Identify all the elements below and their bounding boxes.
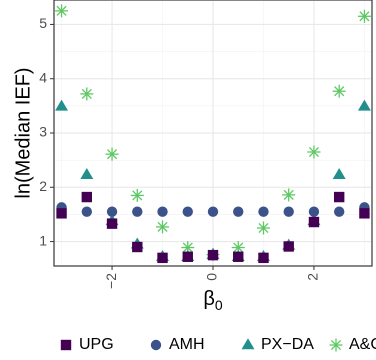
asterisk-stroke xyxy=(334,86,345,97)
point-amh xyxy=(81,206,93,217)
point-amh xyxy=(258,206,269,217)
point-a-c xyxy=(80,87,94,101)
y-tick-label: 1 xyxy=(39,232,47,248)
y-axis-title: ln(Median IEF) xyxy=(12,67,34,198)
point-amh xyxy=(283,206,294,217)
point-px-da xyxy=(55,99,69,111)
point-upg xyxy=(333,191,345,203)
legend-label-upg: UPG xyxy=(79,336,114,353)
point-upg xyxy=(106,218,118,229)
point-px-da xyxy=(332,168,346,180)
y-tick-label: 2 xyxy=(39,178,47,194)
point-a-c xyxy=(130,188,144,202)
point-a-c xyxy=(307,145,321,159)
point-upg xyxy=(182,251,193,262)
y-tick-label: 5 xyxy=(39,15,47,31)
axis-ticks: −2 0 2 1 2 3 4 5 xyxy=(39,15,320,289)
x-axis-title: β0 xyxy=(203,288,223,313)
asterisk-stroke xyxy=(157,221,168,232)
point-upg xyxy=(56,208,67,219)
point-upg xyxy=(258,252,269,264)
point-amh xyxy=(308,206,320,217)
point-amh xyxy=(182,206,193,217)
point-amh xyxy=(132,206,143,217)
point-upg xyxy=(308,216,320,228)
point-a-c xyxy=(105,147,119,161)
legend-key-px-da xyxy=(241,338,255,350)
x-tick-label: −2 xyxy=(103,273,119,289)
asterisk-stroke xyxy=(106,149,118,160)
point-a-c xyxy=(357,9,371,23)
point-a-c xyxy=(156,220,170,234)
point-upg xyxy=(157,252,168,264)
point-upg xyxy=(359,208,370,219)
legend-key-upg xyxy=(60,339,72,351)
point-amh xyxy=(106,206,118,217)
point-px-da xyxy=(80,168,94,180)
legend: UPG AMH PX−DA A&C xyxy=(60,336,376,353)
asterisk-stroke xyxy=(81,88,92,99)
x-tick-label: 2 xyxy=(305,273,321,281)
point-a-c xyxy=(256,221,270,235)
y-tick-label: 3 xyxy=(39,124,47,140)
asterisk-stroke xyxy=(56,5,67,16)
point-upg xyxy=(81,191,93,203)
asterisk-stroke xyxy=(258,222,269,234)
legend-key-amh xyxy=(150,339,162,351)
data-points xyxy=(55,4,371,264)
asterisk-stroke xyxy=(308,146,320,158)
asterisk-stroke xyxy=(182,242,193,253)
legend-label-a-c: A&C xyxy=(349,336,376,353)
y-tick-label: 4 xyxy=(39,69,47,85)
x-axis-title-main: β xyxy=(203,288,215,310)
legend-label-px-da: PX−DA xyxy=(261,336,314,353)
point-amh xyxy=(333,206,345,217)
point-upg xyxy=(233,251,244,262)
point-a-c xyxy=(282,188,296,202)
x-axis-title-subscript: 0 xyxy=(215,297,223,313)
point-upg xyxy=(207,249,219,261)
point-amh xyxy=(207,206,219,217)
point-a-c xyxy=(332,84,346,98)
point-upg xyxy=(283,241,294,252)
asterisk-stroke xyxy=(233,242,244,253)
asterisk-stroke xyxy=(283,189,294,200)
point-amh xyxy=(233,206,244,217)
point-px-da xyxy=(357,99,371,111)
point-a-c xyxy=(55,4,69,18)
legend-key-a-c xyxy=(329,338,343,352)
point-upg xyxy=(132,241,143,253)
asterisk-stroke xyxy=(359,11,370,22)
legend-label-amh: AMH xyxy=(169,336,205,353)
point-amh xyxy=(157,206,168,217)
asterisk-stroke xyxy=(330,339,342,351)
x-tick-label: 0 xyxy=(204,273,220,281)
asterisk-stroke xyxy=(132,190,143,201)
